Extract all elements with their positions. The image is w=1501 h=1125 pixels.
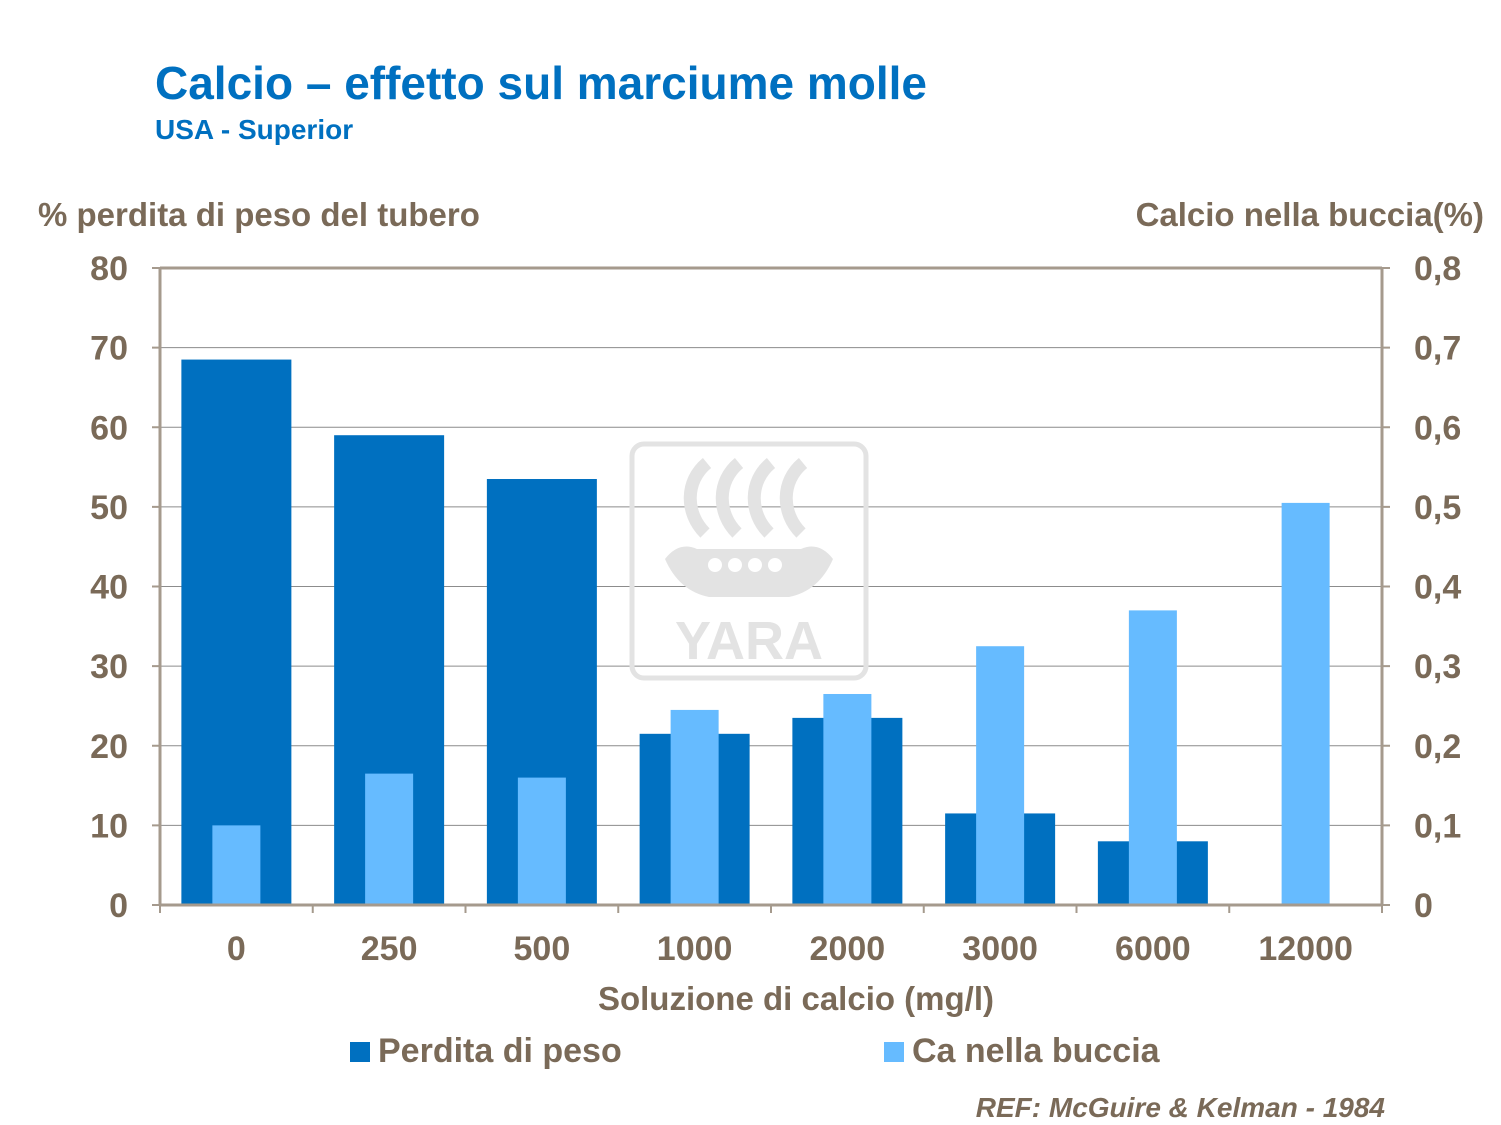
x-tick-label: 250 bbox=[361, 930, 418, 968]
reference-note: REF: McGuire & Kelman - 1984 bbox=[975, 1092, 1385, 1123]
bar-ca-6000 bbox=[1128, 610, 1177, 905]
x-tick-label: 0 bbox=[227, 930, 246, 968]
bar-ca-1000 bbox=[670, 709, 719, 905]
y-right-tick-label: 0,6 bbox=[1414, 409, 1461, 447]
y-right-tick-label: 0,3 bbox=[1414, 648, 1461, 686]
legend-item-ca: Ca nella buccia bbox=[884, 1032, 1160, 1071]
y-right-tick-label: 0,2 bbox=[1414, 728, 1461, 766]
x-tick-label: 2000 bbox=[810, 930, 886, 968]
y-left-tick-label: 70 bbox=[90, 330, 128, 368]
y-right-tick-label: 0,1 bbox=[1414, 807, 1461, 845]
x-tick-label: 12000 bbox=[1258, 930, 1353, 968]
y-left-tick-label: 20 bbox=[90, 728, 128, 766]
bar-ca-250 bbox=[365, 773, 414, 905]
y-left-tick-label: 10 bbox=[90, 807, 128, 845]
y-right-tick-label: 0,4 bbox=[1414, 569, 1461, 607]
y-right-tick-label: 0,7 bbox=[1414, 330, 1461, 368]
y-right-tick-label: 0,8 bbox=[1414, 250, 1461, 288]
y-right-tick-label: 0,5 bbox=[1414, 489, 1461, 527]
x-tick-label: 1000 bbox=[657, 930, 733, 968]
bar-ca-0 bbox=[212, 825, 261, 905]
y-left-tick-label: 80 bbox=[90, 250, 128, 288]
y-left-tick-label: 40 bbox=[90, 569, 128, 607]
yara-watermark-logo: YARA bbox=[629, 441, 869, 681]
legend-swatch bbox=[350, 1041, 370, 1062]
y-right-tick-label: 0 bbox=[1414, 887, 1433, 925]
bar-perdita-0 bbox=[181, 359, 292, 906]
watermark-text: YARA bbox=[675, 611, 823, 671]
legend-label: Perdita di peso bbox=[378, 1032, 622, 1070]
bar-ca-500 bbox=[517, 777, 566, 905]
x-tick-label: 3000 bbox=[962, 930, 1038, 968]
x-tick-label: 6000 bbox=[1115, 930, 1191, 968]
y-left-tick-label: 30 bbox=[90, 648, 128, 686]
bar-ca-2000 bbox=[823, 693, 872, 905]
y-left-tick-label: 60 bbox=[90, 409, 128, 447]
legend-swatch bbox=[884, 1041, 904, 1062]
y-left-tick-label: 0 bbox=[109, 887, 128, 925]
x-axis-title: Soluzione di calcio (mg/l) bbox=[597, 980, 995, 1017]
x-tick-label: 500 bbox=[514, 930, 571, 968]
legend-label: Ca nella buccia bbox=[912, 1032, 1160, 1070]
chart-subtitle: USA - Superior bbox=[155, 114, 354, 145]
bar-ca-12000 bbox=[1281, 502, 1330, 905]
y-axis-right-title: Calcio nella buccia(%) bbox=[1135, 196, 1484, 233]
chart-title: Calcio – effetto sul marciume molle bbox=[155, 57, 928, 109]
y-left-tick-label: 50 bbox=[90, 489, 128, 527]
legend-item-perdita: Perdita di peso bbox=[350, 1032, 622, 1071]
bar-ca-3000 bbox=[976, 646, 1025, 905]
y-axis-left-title: % perdita di peso del tubero bbox=[38, 196, 480, 233]
